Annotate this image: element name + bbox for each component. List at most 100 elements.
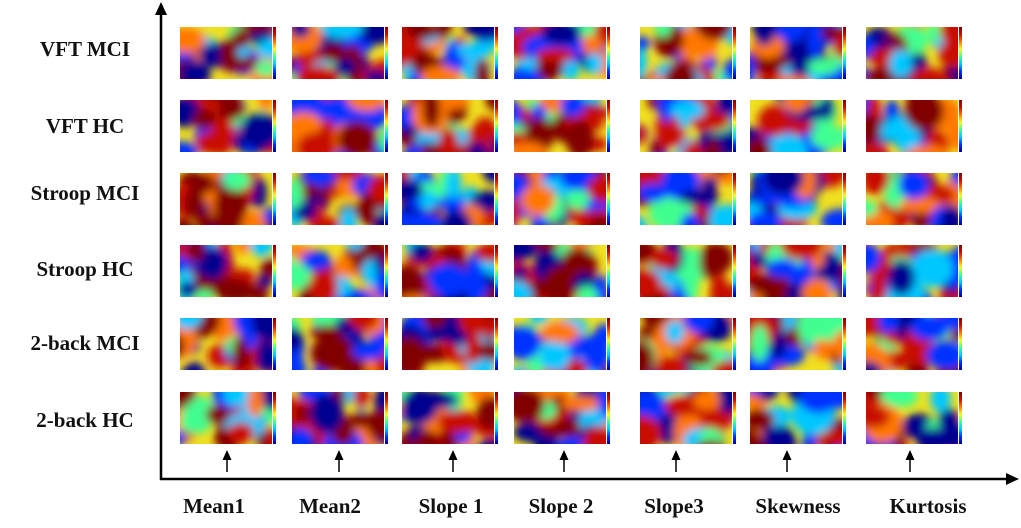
col-label-mean1: Mean1 [183, 494, 245, 518]
colorbar [959, 392, 962, 444]
y-axis-arrowhead [155, 2, 167, 15]
colorbar [273, 27, 276, 79]
row-label-vft-hc: VFT HC [45, 114, 125, 138]
colorbar [273, 173, 276, 225]
colorbar [607, 27, 610, 79]
row-label-vft-mci: VFT MCI [39, 37, 131, 61]
topography-map [292, 392, 388, 444]
topography-map [640, 392, 736, 444]
colorbar [959, 27, 962, 79]
topography-map [292, 173, 388, 225]
topography-map [514, 27, 610, 79]
colorbar [733, 100, 736, 152]
colorbar [607, 318, 610, 370]
row-label-2back-mci: 2-back MCI [30, 331, 140, 355]
topography-map [180, 392, 276, 444]
colorbar [495, 245, 498, 297]
topography-map [514, 245, 610, 297]
row-label-2back-hc: 2-back HC [36, 408, 134, 432]
topography-maps [180, 27, 962, 444]
topography-map [640, 318, 736, 370]
x-axis-arrowhead [1006, 473, 1019, 485]
topography-map [514, 100, 610, 152]
topography-map [750, 100, 846, 152]
colorbar [495, 318, 498, 370]
topography-map [402, 392, 498, 444]
topography-map [514, 318, 610, 370]
topography-map [640, 27, 736, 79]
topography-map [402, 27, 498, 79]
topography-map [180, 173, 276, 225]
col-label-kurtosis: Kurtosis [889, 494, 967, 518]
colorbar [273, 392, 276, 444]
topography-map [514, 392, 610, 444]
col-label-mean2: Mean2 [299, 494, 361, 518]
colorbar [607, 173, 610, 225]
colorbar [607, 392, 610, 444]
colorbar [273, 100, 276, 152]
topography-map [750, 173, 846, 225]
colorbar [733, 392, 736, 444]
topography-map [866, 318, 962, 370]
topography-map [292, 100, 388, 152]
colorbar [733, 27, 736, 79]
colorbar [959, 245, 962, 297]
colorbar [385, 318, 388, 370]
topography-map [180, 245, 276, 297]
column-arrow [559, 450, 569, 472]
topography-map [750, 245, 846, 297]
column-arrow [782, 450, 792, 472]
topography-map [402, 100, 498, 152]
colorbar [843, 100, 846, 152]
column-arrow [671, 450, 681, 472]
colorbar [385, 100, 388, 152]
topography-map [866, 392, 962, 444]
column-arrow [334, 450, 344, 472]
topography-map [402, 173, 498, 225]
topography-map [866, 100, 962, 152]
topography-map [292, 245, 388, 297]
topography-map [750, 27, 846, 79]
topography-map [180, 100, 276, 152]
colorbar [959, 318, 962, 370]
colorbar [495, 27, 498, 79]
colorbar [733, 318, 736, 370]
axes [155, 2, 1019, 485]
topography-map [180, 318, 276, 370]
colorbar [733, 173, 736, 225]
colorbar [385, 27, 388, 79]
column-arrow [448, 450, 458, 472]
colorbar [385, 245, 388, 297]
colorbar [273, 245, 276, 297]
colorbar [843, 245, 846, 297]
topography-map [514, 173, 610, 225]
row-label-stroop-mci: Stroop MCI [30, 181, 140, 205]
topography-map [866, 173, 962, 225]
topography-map [866, 27, 962, 79]
column-arrows [222, 450, 915, 472]
colorbar [495, 392, 498, 444]
col-label-slope1: Slope 1 [418, 494, 484, 518]
colorbar [607, 100, 610, 152]
topography-map [640, 100, 736, 152]
colorbar [495, 100, 498, 152]
colorbar [843, 27, 846, 79]
topography-map [292, 27, 388, 79]
colorbar [495, 173, 498, 225]
colorbar [273, 318, 276, 370]
topography-map [640, 173, 736, 225]
col-label-skewness: Skewness [755, 494, 841, 518]
col-label-slope3: Slope3 [644, 494, 704, 518]
topography-map [750, 318, 846, 370]
column-arrow [905, 450, 915, 472]
topography-map [402, 318, 498, 370]
topography-map [402, 245, 498, 297]
topography-map [866, 245, 962, 297]
colorbar [733, 245, 736, 297]
colorbar [959, 173, 962, 225]
colorbar [843, 173, 846, 225]
row-label-stroop-hc: Stroop HC [36, 257, 134, 281]
colorbar [385, 173, 388, 225]
